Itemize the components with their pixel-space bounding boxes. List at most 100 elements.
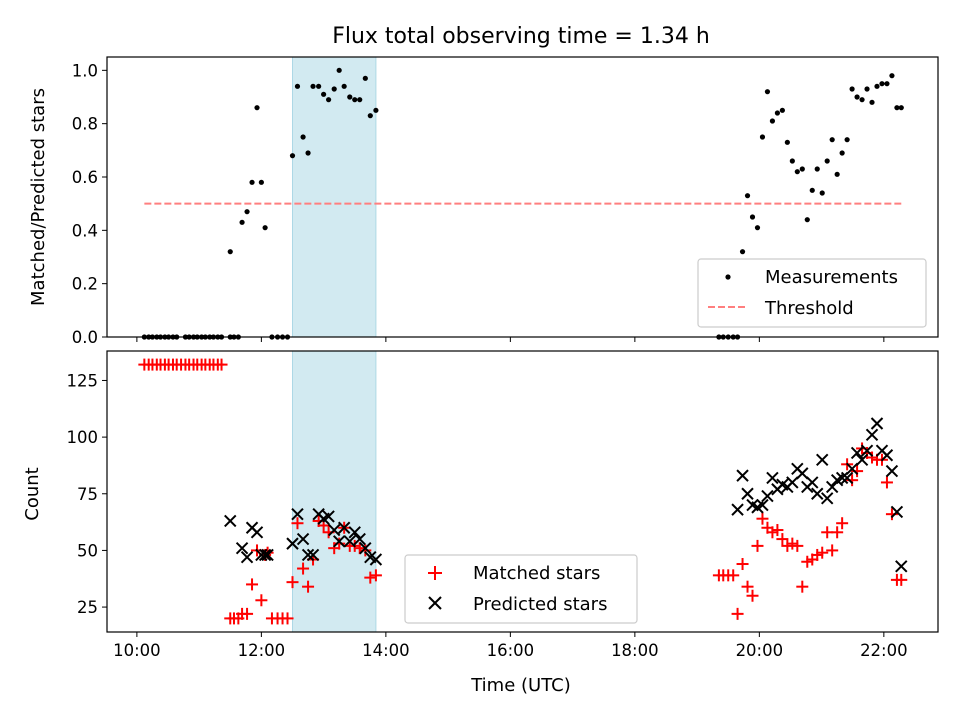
- measurement-point: [227, 249, 233, 255]
- matched-star-point: [826, 544, 839, 557]
- x-tick-label: 22:00: [860, 641, 908, 660]
- measurement-point: [739, 249, 746, 255]
- predicted-star-point: [796, 467, 809, 480]
- matched-star-point: [831, 526, 844, 539]
- measurement-point: [774, 110, 781, 116]
- y-tick-label: 100: [67, 428, 99, 447]
- matched-star-point: [731, 607, 744, 620]
- predicted-star-point: [359, 541, 372, 555]
- measurement-point: [764, 89, 771, 95]
- matched-star-point: [215, 358, 228, 371]
- matched-star-point: [741, 580, 754, 593]
- measurement-point: [879, 81, 885, 87]
- count-panel-y-ticks: 25 50 75 100 125: [67, 371, 107, 617]
- matched-star-point: [746, 589, 759, 602]
- predicted-star-point: [240, 551, 254, 564]
- y-tick-label: 1.0: [72, 61, 98, 80]
- predicted-star-point: [258, 548, 272, 562]
- measurement-point: [362, 75, 368, 81]
- measurement-point: [884, 81, 890, 87]
- measurement-point: [779, 107, 785, 113]
- chart-title: Flux total observing time = 1.34 h: [332, 24, 710, 49]
- x-tick-label: 12:00: [238, 641, 286, 660]
- measurement-point: [849, 86, 855, 92]
- x-axis-label: Time (UTC): [470, 675, 571, 696]
- legend-predicted-label: Predicted stars: [473, 594, 607, 615]
- predicted-star-point: [865, 428, 879, 442]
- measurement-point: [819, 190, 825, 196]
- y-tick-label: 25: [77, 598, 98, 617]
- matched-star-point: [791, 539, 804, 552]
- predicted-star-point: [327, 523, 341, 537]
- y-tick-label: 0.0: [72, 328, 98, 347]
- ratio-panel-y-axis-label: Matched/Predicted stars: [28, 88, 49, 306]
- ratio-panel-y-ticks: 0.0 0.2 0.4 0.6 0.8 1.0: [72, 61, 107, 347]
- legend-measurements-label: Measurements: [765, 267, 898, 288]
- predicted-star-point: [301, 548, 315, 562]
- count-legend-box: [404, 554, 638, 624]
- observing-window-rect: [291, 56, 377, 338]
- predicted-star-point: [343, 535, 356, 548]
- measurement-point: [239, 219, 245, 225]
- measurement-point: [294, 83, 301, 89]
- matched-star-point: [281, 612, 294, 625]
- matched-star-point: [246, 578, 259, 591]
- measurement-point: [326, 97, 332, 103]
- x-tick-label: 18:00: [611, 641, 659, 660]
- measurement-point: [859, 97, 865, 103]
- predicted-star-point: [890, 505, 904, 519]
- measurement-point: [869, 99, 875, 105]
- measurement-point: [254, 105, 260, 111]
- measurement-point: [347, 94, 353, 100]
- matched-star-point: [756, 512, 769, 525]
- measurement-point: [336, 67, 342, 73]
- ratio-legend-box: [697, 258, 927, 328]
- observing-window-span-top: [291, 56, 377, 338]
- predicted-star-point: [756, 498, 769, 512]
- measurement-point: [754, 225, 761, 231]
- predicted-star-point: [840, 471, 854, 485]
- y-tick-label: 75: [77, 485, 98, 504]
- measurement-point: [789, 158, 795, 164]
- predicted-star-point: [736, 469, 749, 482]
- measurement-point: [749, 214, 756, 220]
- predicted-stars-points: [224, 417, 908, 573]
- count-panel-x-ticks: 10:00 12:00 14:00 16:00 18:00 20:00 22:00: [113, 632, 908, 660]
- legend-matched-marker: [428, 566, 442, 580]
- x-tick-label: 20:00: [736, 641, 784, 660]
- count-panel-legend: Matched stars Predicted stars: [404, 554, 638, 624]
- measurement-point: [894, 105, 900, 111]
- matched-stars-points: [138, 358, 908, 625]
- predicted-star-point: [741, 487, 754, 500]
- legend-matched-label: Matched stars: [473, 563, 600, 584]
- predicted-star-point: [850, 446, 864, 460]
- predicted-star-point: [731, 503, 744, 516]
- predicted-star-point: [291, 507, 304, 521]
- measurement-point: [864, 86, 870, 92]
- predicted-star-point: [761, 489, 774, 503]
- matched-star-point: [364, 571, 377, 584]
- matched-star-point: [359, 544, 372, 557]
- measurement-point: [305, 150, 311, 156]
- predicted-star-point: [895, 560, 908, 573]
- matched-star-point: [727, 569, 740, 582]
- measurement-point: [341, 83, 347, 89]
- measurement-point: [258, 179, 264, 185]
- measurement-point: [799, 166, 805, 172]
- predicted-star-point: [353, 532, 366, 546]
- count-panel-y-axis-label: Count: [22, 467, 43, 520]
- matched-star-point: [880, 476, 893, 489]
- y-tick-label: 0.2: [72, 275, 98, 294]
- measurement-point: [889, 73, 895, 79]
- predicted-star-point: [261, 548, 274, 562]
- matched-star-point: [836, 517, 849, 530]
- measurement-point: [357, 97, 363, 103]
- predicted-star-point: [250, 526, 264, 539]
- measurement-point: [244, 209, 250, 215]
- matched-star-point: [736, 558, 749, 571]
- predicted-star-point: [885, 464, 899, 478]
- matched-star-point: [369, 569, 382, 582]
- matched-star-point: [302, 580, 315, 593]
- predicted-star-point: [224, 514, 237, 528]
